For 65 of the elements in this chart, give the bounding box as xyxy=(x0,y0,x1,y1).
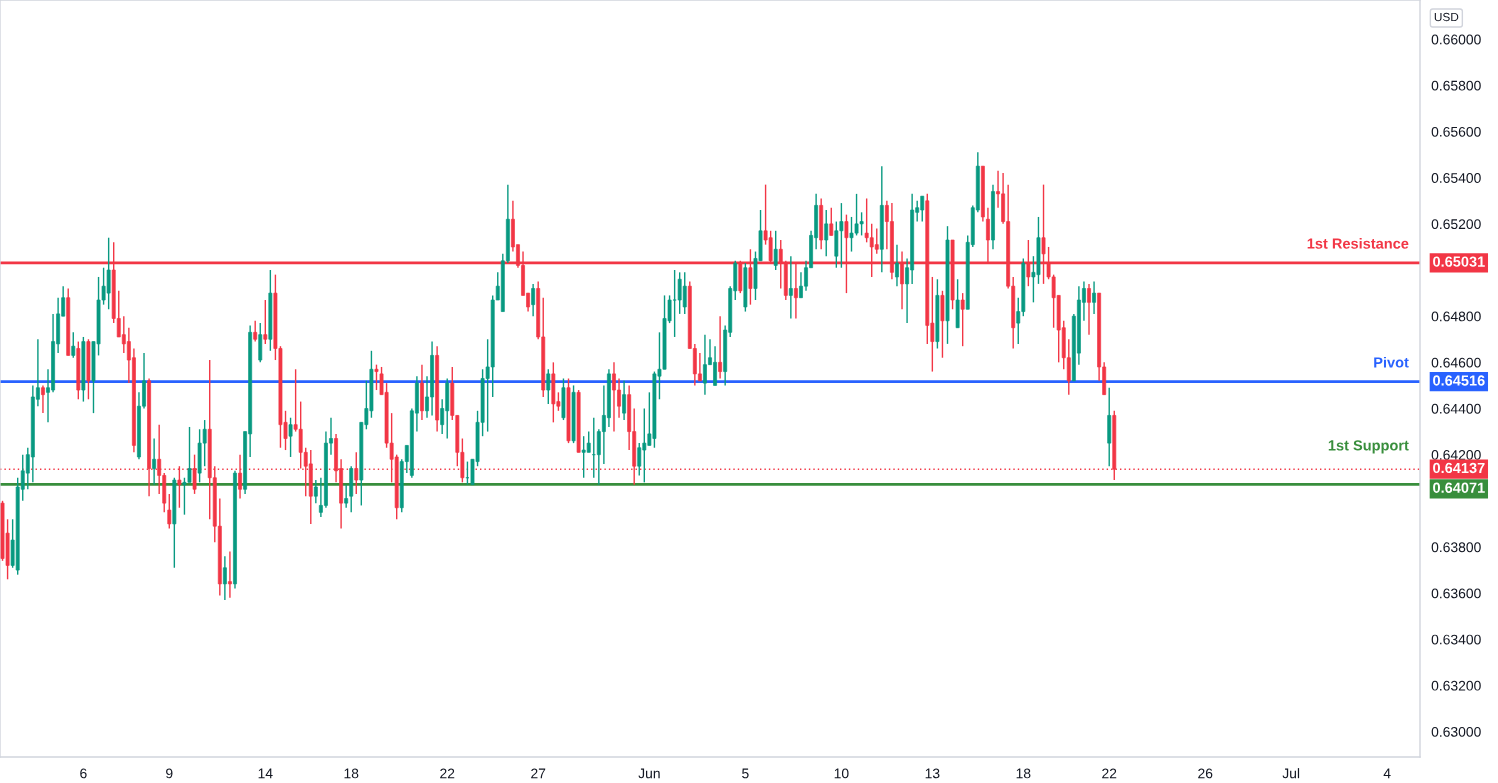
y-tick-label: 0.65600 xyxy=(1431,126,1481,137)
ref-line-label: 1st Support xyxy=(1328,440,1409,454)
x-tick-label: 6 xyxy=(80,768,87,779)
y-tick-label: 0.64200 xyxy=(1431,450,1481,460)
candlestick xyxy=(773,230,778,271)
y-tick-label: 0.64600 xyxy=(1431,357,1481,368)
y-tick-label: 0.64400 xyxy=(1431,403,1481,414)
x-tick-label: 27 xyxy=(531,768,546,779)
candlestick xyxy=(253,320,258,343)
candlestick xyxy=(288,417,293,458)
x-tick-label: 9 xyxy=(166,768,173,779)
candlestick xyxy=(167,493,172,530)
candlestick xyxy=(829,207,834,237)
text: 0.64516 xyxy=(1433,375,1485,386)
y-tick-label: 0.64800 xyxy=(1431,311,1481,322)
candlestick xyxy=(1087,283,1091,336)
y-axis-title: USD xyxy=(1434,12,1459,22)
x-tick-label: 22 xyxy=(1102,768,1117,779)
candlestick xyxy=(263,299,268,345)
candlestick xyxy=(824,209,829,257)
x-tick-label: 13 xyxy=(925,768,940,779)
x-tick-label: 10 xyxy=(834,768,849,779)
candlestick xyxy=(152,437,157,486)
ref-line-label: 1st Resistance xyxy=(1307,238,1409,249)
candlestick xyxy=(531,283,536,317)
y-tick-label: 0.63800 xyxy=(1431,542,1481,553)
text: 0.65031 xyxy=(1433,256,1485,267)
x-tick-label: Jul xyxy=(1282,768,1300,779)
y-tick-label: 0.63400 xyxy=(1431,634,1481,645)
candlestick xyxy=(960,292,965,347)
candlestick xyxy=(313,479,318,504)
y-tick-label: 0.65200 xyxy=(1431,219,1481,230)
x-tick-label: 4 xyxy=(1383,768,1391,779)
y-tick-label: 0.63000 xyxy=(1431,726,1481,737)
x-tick-label: Jun xyxy=(638,768,660,779)
candlestick xyxy=(41,384,45,414)
y-tick-label: 0.63200 xyxy=(1431,680,1481,691)
candlestick xyxy=(718,315,723,380)
x-tick-label: 14 xyxy=(258,768,273,779)
y-tick-label: 0.63600 xyxy=(1431,588,1481,599)
candlestick xyxy=(344,483,349,509)
candlestick xyxy=(238,453,242,500)
x-tick-label: 18 xyxy=(1016,768,1031,779)
x-tick-label: 5 xyxy=(742,768,749,779)
candlestick xyxy=(788,255,793,320)
x-tick-label: 26 xyxy=(1198,768,1213,779)
candlestick xyxy=(546,368,551,405)
text: 0.64137 xyxy=(1433,462,1485,474)
candlestick xyxy=(222,555,227,601)
x-tick-label: 22 xyxy=(440,768,455,779)
ref-line-label: Pivot xyxy=(1374,356,1409,368)
candlestick xyxy=(228,550,232,599)
candlestick xyxy=(354,451,359,495)
candlestick xyxy=(192,453,197,495)
y-tick-label: 0.66000 xyxy=(1431,34,1481,45)
x-tick-label: 18 xyxy=(344,768,359,779)
candlestick xyxy=(374,363,379,391)
candlestick xyxy=(895,243,899,287)
candlestick xyxy=(622,380,627,421)
text: 0.64071 xyxy=(1433,482,1485,493)
y-tick-label: 0.65800 xyxy=(1431,80,1481,91)
candlestick xyxy=(71,331,76,359)
y-tick-label: 0.65400 xyxy=(1431,173,1481,183)
candlestick xyxy=(1092,280,1096,315)
candlestick xyxy=(697,352,702,382)
